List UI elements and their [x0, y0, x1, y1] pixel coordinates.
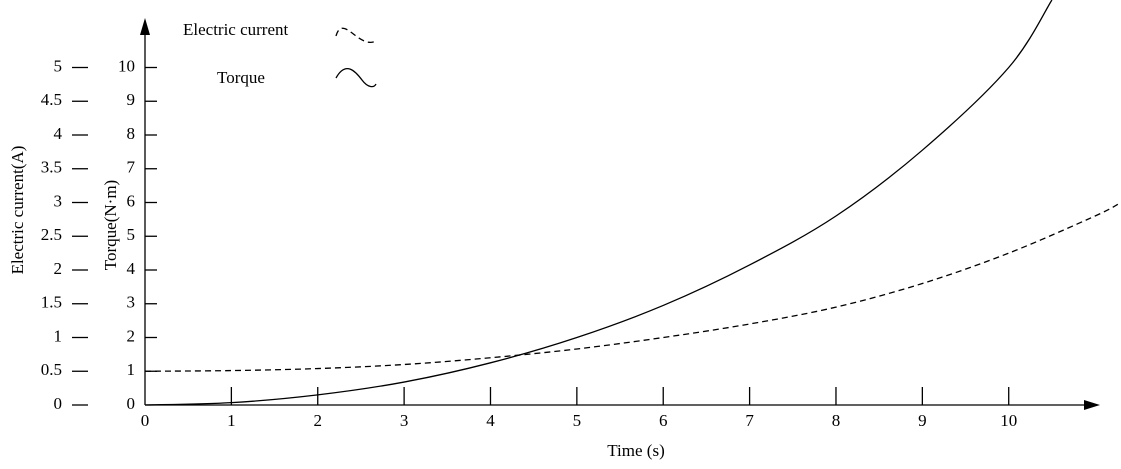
y2-tick-label: 0.5	[41, 360, 62, 379]
y2-tick-label: 3.5	[41, 158, 62, 177]
x-axis-label: Time (s)	[607, 441, 664, 460]
x-tick-label: 0	[141, 411, 150, 430]
y2-tick-label: 2.5	[41, 225, 62, 244]
y2-tick-label: 0	[54, 394, 63, 413]
y-tick-label: 2	[127, 326, 136, 345]
y2-tick-label: 4	[54, 124, 63, 143]
series-line	[144, 201, 1121, 372]
y-tick-label: 3	[127, 293, 136, 312]
y-tick-label: 0	[127, 394, 136, 413]
y-tick-label: 4	[127, 259, 136, 278]
legend-swatch	[335, 67, 377, 88]
y-tick-label: 7	[127, 158, 136, 177]
x-tick-label: 3	[400, 411, 409, 430]
legend-label: Electric current	[183, 20, 289, 39]
x-tick-label: 4	[486, 411, 495, 430]
y-tick-label: 1	[127, 360, 136, 379]
y2-tick-label: 1.5	[41, 293, 62, 312]
x-tick-label: 7	[745, 411, 754, 430]
x-tick-label: 6	[659, 411, 668, 430]
y-axis-label: Torque(N·m)	[101, 180, 120, 270]
series-line	[144, 0, 1053, 406]
y2-tick-label: 4.5	[41, 90, 62, 109]
x-tick-label: 1	[227, 411, 236, 430]
x-tick-label: 5	[573, 411, 582, 430]
y2-tick-label: 1	[54, 326, 63, 345]
x-tick-label: 10	[1000, 411, 1017, 430]
y-tick-label: 5	[127, 225, 136, 244]
y2-axis-label: Electric current(A)	[8, 146, 27, 275]
y-tick-label: 8	[127, 124, 136, 143]
y-tick-label: 6	[127, 191, 136, 210]
legend-label: Torque	[217, 68, 265, 87]
x-tick-label: 8	[832, 411, 841, 430]
x-tick-label: 9	[918, 411, 927, 430]
y2-tick-label: 5	[54, 56, 63, 75]
x-axis-arrow	[1084, 400, 1100, 410]
x-tick-label: 2	[313, 411, 322, 430]
y2-tick-label: 2	[54, 259, 63, 278]
y-tick-label: 9	[127, 90, 136, 109]
legend-swatch	[335, 27, 377, 43]
y-tick-label: 10	[118, 56, 135, 75]
y2-tick-label: 3	[54, 191, 63, 210]
y-axis-arrow	[140, 18, 150, 35]
